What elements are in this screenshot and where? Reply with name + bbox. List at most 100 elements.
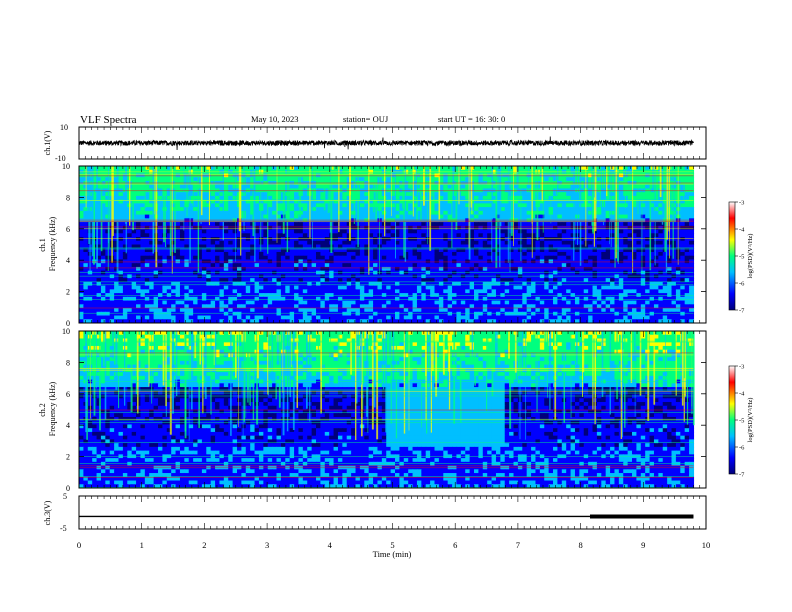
- spectrogram-cell: [245, 251, 251, 257]
- spectrogram-cell: [649, 281, 655, 287]
- spectrogram-cell: [223, 222, 229, 227]
- spectrogram-cell: [118, 203, 124, 208]
- spectrogram-cell: [443, 233, 449, 238]
- spectrogram-cell: [588, 240, 594, 246]
- spectrogram-cell: [544, 251, 550, 257]
- spectrogram-cell: [605, 166, 611, 171]
- spectrogram-cell: [324, 240, 330, 246]
- spectrogram-cell: [171, 199, 177, 204]
- spectrogram-cell: [219, 192, 225, 197]
- spectrogram-cell: [408, 240, 414, 246]
- spectrogram-cell: [434, 195, 440, 201]
- spectrogram-cell: [601, 251, 607, 257]
- spectrogram-cell: [272, 199, 278, 204]
- spectrogram-cell: [636, 207, 642, 212]
- spectrogram-cell: [83, 240, 89, 246]
- spectrogram-cell: [127, 263, 133, 268]
- spectrogram-cell: [342, 263, 348, 268]
- spectrogram-cell: [605, 177, 611, 182]
- spectrogram-cell: [122, 278, 128, 283]
- spectrogram-cell: [386, 296, 392, 302]
- spectrogram-cell: [294, 289, 300, 294]
- spectrogram-cell: [408, 263, 414, 268]
- spectrogram-cell: [478, 166, 484, 171]
- spectrogram-cell: [149, 229, 155, 234]
- spectrogram-cell: [337, 266, 343, 272]
- spectrogram-cell: [276, 225, 282, 231]
- spectrogram-cell: [245, 210, 251, 216]
- spectrogram-cell: [219, 281, 225, 287]
- spectrogram-cell: [574, 251, 580, 257]
- spectrogram-cell: [684, 222, 690, 227]
- spectrogram-cell: [184, 251, 190, 257]
- spectrogram-cell: [381, 251, 387, 257]
- spectrogram-cell: [478, 222, 484, 227]
- spectrogram-cell: [109, 289, 115, 294]
- spectrogram-cell: [364, 255, 370, 261]
- spectrogram-cell: [359, 184, 365, 190]
- spectrogram-cell: [509, 278, 515, 283]
- spectrogram-cell: [526, 281, 532, 287]
- spectrogram-cell: [342, 244, 348, 249]
- spectrogram-cell: [438, 225, 444, 231]
- spectrogram-cell: [526, 222, 532, 227]
- spectrogram-cell: [223, 237, 229, 242]
- spectrogram-cell: [553, 203, 558, 208]
- spectrogram-cell: [136, 184, 142, 190]
- spectrogram-cell: [359, 166, 365, 171]
- spectrogram-cell: [351, 192, 357, 197]
- spectrogram-cell: [373, 225, 379, 231]
- spectrogram-cell: [337, 199, 343, 204]
- spectrogram-cell: [377, 229, 383, 234]
- spectrogram-cell: [627, 177, 633, 182]
- spectrogram-cell: [500, 263, 506, 268]
- spectrogram-cell: [425, 192, 431, 197]
- spectrogram-cell: [517, 229, 523, 234]
- spectrogram-cell: [144, 203, 150, 208]
- spectrogram-cell: [579, 195, 585, 201]
- spectrogram-cell: [201, 233, 207, 238]
- spectrogram-cell: [395, 278, 400, 283]
- spectrogram-cell: [219, 210, 225, 216]
- spectrogram-cell: [215, 233, 221, 238]
- spectrogram-cell: [588, 266, 594, 272]
- spectrogram-cell: [280, 285, 286, 290]
- spectrogram-cell: [557, 203, 563, 208]
- spectrogram-cell: [412, 278, 418, 283]
- spectrogram-cell: [263, 263, 269, 268]
- spectrogram-cell: [320, 210, 326, 216]
- spectrogram-cell: [127, 278, 133, 283]
- spectrogram-cell: [364, 278, 370, 283]
- spectrogram-cell: [302, 244, 308, 249]
- spectrogram-cell: [294, 237, 300, 242]
- spectrogram-cell: [258, 210, 264, 216]
- spectrogram-cell: [689, 210, 695, 216]
- spectrogram-cell: [465, 203, 471, 208]
- spectrogram-cell: [377, 207, 383, 212]
- spectrogram-cell: [583, 263, 589, 268]
- spectrogram-cell: [118, 237, 124, 242]
- spectrogram-cell: [320, 214, 326, 219]
- spectrogram-cell: [351, 296, 357, 302]
- spectrogram-cell: [618, 229, 624, 234]
- spectrogram-cell: [465, 289, 471, 294]
- spectrogram-cell: [342, 233, 348, 238]
- spectrogram-cell: [500, 255, 506, 261]
- spectrogram-cell: [136, 289, 142, 294]
- spectrogram-cell: [342, 210, 348, 216]
- spectrogram-cell: [465, 278, 471, 283]
- spectrogram-cell: [188, 203, 194, 208]
- spectrogram-cell: [179, 177, 185, 182]
- spectrogram-cell: [452, 237, 458, 242]
- spectrogram-cell: [158, 195, 163, 201]
- spectrogram-cell: [517, 251, 523, 257]
- spectrogram-cell: [311, 195, 317, 201]
- spectrogram-cell: [645, 237, 651, 242]
- spectrogram-cell: [504, 281, 510, 287]
- spectrogram-cell: [298, 289, 304, 294]
- spectrogram-cell: [223, 203, 229, 208]
- spectrogram-cell: [175, 263, 181, 268]
- spectrogram-cell: [197, 281, 203, 287]
- spectrogram-cell: [412, 237, 418, 242]
- spectrogram-cell: [175, 207, 181, 212]
